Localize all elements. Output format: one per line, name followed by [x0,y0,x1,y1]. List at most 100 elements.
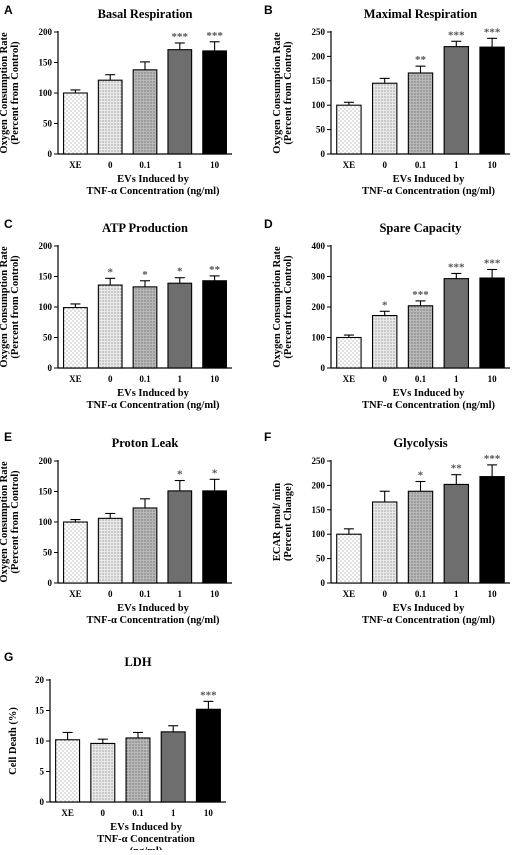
chart-title: Spare Capacity [379,221,462,235]
bar [407,305,434,369]
significance-marker: * [382,299,388,311]
y-tick-label: 300 [312,272,326,282]
y-tick-label: 10 [35,736,45,746]
x-axis-title: TNF-α Concentration (ng/ml) [86,615,220,626]
bar [63,307,88,369]
bar [167,490,193,584]
x-tick-label: 1 [178,589,183,599]
bar [371,82,398,155]
x-tick-label: 0.1 [415,589,427,599]
y-tick-label: 50 [43,548,53,558]
x-axis-title: EVs Induced by [117,388,190,399]
y-tick-label: 150 [39,272,53,282]
bar [443,278,470,369]
y-axis-title: ECAR pmol/ min [272,483,283,561]
x-tick-label: 1 [454,374,459,384]
y-tick-label: 200 [312,480,326,490]
x-axis-title: EVs Induced by [117,603,190,614]
bar [97,79,123,155]
x-axis-title: TNF-α Concentration [97,834,195,845]
chart-title: Basal Respiration [98,7,193,21]
significance-marker: *** [484,26,501,38]
x-axis-title: TNF-α Concentration (ng/ml) [86,186,220,197]
x-tick-label: XE [61,808,74,818]
x-tick-label: 0 [382,160,387,170]
x-tick-label: 0.1 [415,160,427,170]
panel-letter: E [4,430,12,444]
x-tick-label: 10 [488,160,498,170]
x-tick-label: 0.1 [139,160,151,170]
x-tick-label: 10 [210,374,220,384]
significance-marker: * [107,266,113,278]
significance-marker: *** [484,257,501,269]
y-tick-label: 200 [312,51,326,61]
bar [479,277,505,369]
bar [167,49,193,155]
significance-marker: * [177,266,183,278]
y-tick-label: 50 [43,119,53,129]
panel-letter: G [4,650,13,664]
y-axis-title: (Percent from Control) [10,41,21,145]
y-tick-label: 250 [312,456,326,466]
panel-letter: D [264,217,273,231]
bar [97,284,123,369]
bar [407,72,434,155]
x-tick-label: 10 [210,160,220,170]
bar [160,731,186,803]
x-axis-title: EVs Induced by [393,174,466,185]
chart-title: LDH [124,655,151,669]
y-axis-title: (Percent from Control) [10,255,21,359]
bar [55,739,81,803]
x-tick-label: 0.1 [139,374,151,384]
y-tick-label: 200 [312,302,326,312]
bar [97,517,123,584]
y-tick-label: 250 [312,27,326,37]
bar [443,46,470,155]
x-tick-label: 0 [382,374,387,384]
bar [371,314,398,369]
y-axis-title: (Percent from Control) [283,41,294,145]
significance-marker: *** [484,453,501,465]
y-axis-title: Oxygen Consumption Rate [0,461,10,583]
y-tick-label: 0 [321,578,326,588]
bar [132,286,158,369]
bar [336,104,362,155]
x-tick-label: XE [69,160,82,170]
panel-g: G LDH 0 5 10 15 20 Cell Death (%) XE 0 0.1 1 *** 10 EV… [4,650,226,855]
bar [132,69,158,155]
x-tick-label: 0.1 [415,374,427,384]
panel-letter: F [264,430,271,444]
x-axis-title: TNF-α Concentration (ng/ml) [362,615,496,626]
significance-marker: ** [451,463,463,475]
significance-marker: *** [206,30,223,42]
x-tick-label: XE [343,160,356,170]
x-tick-label: 10 [204,808,214,818]
x-tick-label: XE [343,589,356,599]
panel-letter: C [4,217,13,231]
significance-marker: *** [172,31,189,43]
x-axis-title: TNF-α Concentration (ng/ml) [362,400,496,411]
y-axis-title: (Percent Change) [283,482,294,561]
y-tick-label: 20 [35,675,45,685]
bar [479,46,505,155]
bar [132,507,158,584]
y-axis-title: Oxygen Consumption Rate [0,246,10,368]
y-tick-label: 0 [40,797,45,807]
y-tick-label: 15 [35,706,45,716]
y-axis-title: Cell Death (%) [8,707,19,775]
x-axis-title: (ng/ml) [130,846,163,850]
significance-marker: *** [448,29,465,41]
chart-title: Proton Leak [112,436,179,450]
y-tick-label: 100 [39,517,53,527]
x-axis-title: EVs Induced by [393,388,466,399]
bar [63,521,88,584]
chart-title: Glycolysis [393,436,447,450]
y-tick-label: 100 [39,88,53,98]
x-tick-label: XE [343,374,356,384]
y-tick-label: 0 [48,363,53,373]
bar [202,280,227,369]
y-tick-label: 50 [316,554,326,564]
